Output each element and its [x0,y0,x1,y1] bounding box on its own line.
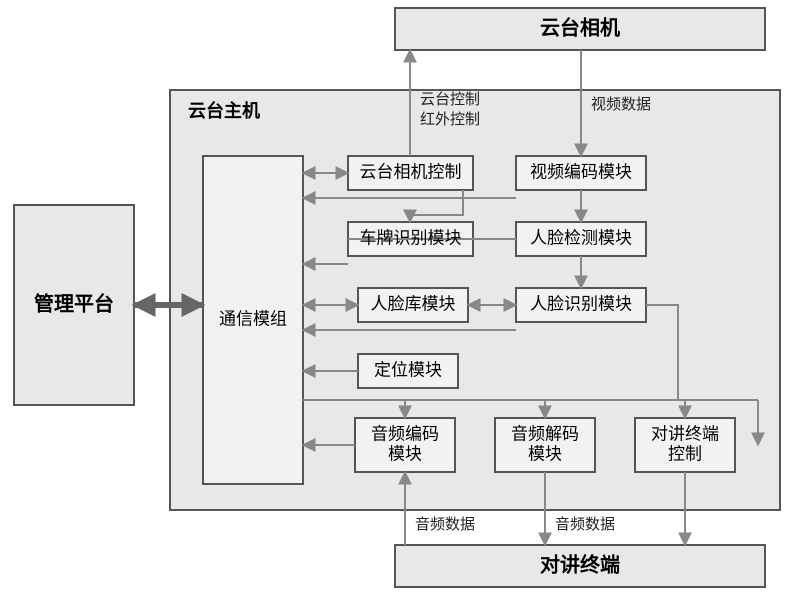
adec-label1: 音频解码 [511,424,579,443]
facedb-label: 人脸库模块 [371,294,456,313]
aenc-label1: 音频编码 [371,424,439,443]
icctrl-label1: 对讲终端 [651,424,719,443]
aenc-label2: 模块 [388,444,422,463]
edgelbl-camera-venc: 视频数据 [591,96,651,113]
icctrl-label2: 控制 [668,444,702,463]
intercom-label: 对讲终端 [540,552,620,576]
locate-label: 定位模块 [374,360,442,379]
camctrl-label: 云台相机控制 [360,162,462,181]
edgelbl-intercom-aenc: 音频数据 [415,516,475,533]
platform-label: 管理平台 [34,291,114,315]
facerec-label: 人脸识别模块 [530,294,632,313]
camera-label: 云台相机 [540,15,620,39]
plate-label: 车牌识别模块 [360,228,462,247]
host-title: 云台主机 [188,100,260,121]
venc-label: 视频编码模块 [530,162,632,181]
comm-label: 通信模组 [219,309,287,328]
facedet-label: 人脸检测模块 [530,228,632,247]
edgelbl-camctrl-camera: 红外控制 [420,111,480,128]
edgelbl-camctrl-camera: 云台控制 [420,91,480,108]
adec-label2: 模块 [528,444,562,463]
edgelbl-adec-intercom: 音频数据 [555,516,615,533]
